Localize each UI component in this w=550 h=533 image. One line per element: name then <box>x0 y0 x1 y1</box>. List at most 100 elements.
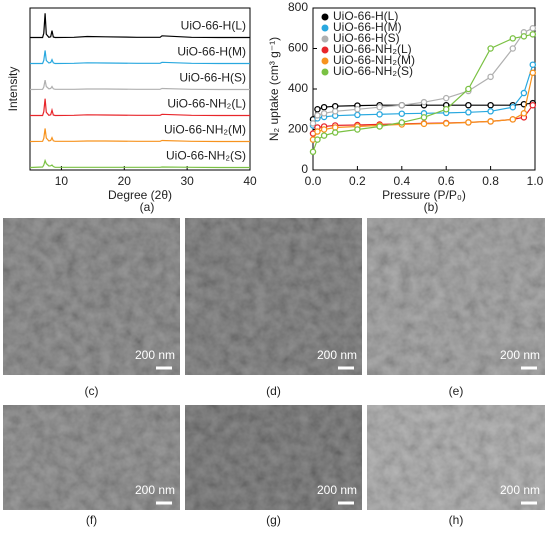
legend-marker <box>321 35 329 43</box>
data-point <box>509 35 517 42</box>
x-tick-label: 0.2 <box>349 174 366 188</box>
data-point <box>529 69 537 77</box>
data-point <box>442 106 450 113</box>
y-axis-label: Intensity <box>6 67 20 112</box>
data-point <box>420 120 428 128</box>
data-point <box>314 112 321 119</box>
series-line <box>30 98 250 117</box>
panel-caption: (d) <box>266 384 281 398</box>
data-point <box>354 111 361 119</box>
data-point <box>376 111 383 118</box>
data-point <box>314 106 321 113</box>
data-point <box>314 136 321 143</box>
x-axis-label: Pressure (P/P₀) <box>382 188 466 202</box>
series-label: UiO-66-NH₂(L) <box>167 96 246 110</box>
series-label: UiO-66-H(S) <box>179 70 246 84</box>
data-point <box>420 98 428 106</box>
series-line <box>30 50 250 65</box>
data-point <box>320 110 328 117</box>
data-point <box>320 132 328 139</box>
x-tick-label: 20 <box>118 174 132 188</box>
data-point <box>529 61 537 68</box>
data-point <box>509 45 517 52</box>
data-point <box>442 120 450 127</box>
data-point <box>354 126 361 133</box>
data-point <box>398 119 406 126</box>
scale-bar-label: 200 nm <box>500 348 540 362</box>
sem-texture <box>3 218 180 375</box>
series-line <box>29 79 250 91</box>
scale-bar-label: 200 nm <box>317 348 357 362</box>
sem-texture <box>185 218 362 375</box>
data-point <box>520 89 528 97</box>
data-point <box>320 126 328 133</box>
data-point <box>420 114 428 121</box>
series-line <box>29 128 250 143</box>
y-axis-label: N₂ uptake (cm³ g⁻¹) <box>267 37 281 141</box>
panel-caption: (h) <box>449 513 464 527</box>
data-point <box>314 128 321 135</box>
data-point <box>529 101 537 109</box>
data-point <box>509 103 517 111</box>
x-tick-label: 0.0 <box>305 174 322 188</box>
data-point <box>331 108 339 115</box>
data-point <box>487 101 494 109</box>
scale-bar-label: 200 nm <box>135 348 175 362</box>
panel-caption: (e) <box>449 384 464 398</box>
x-tick-label: 0.8 <box>482 174 499 188</box>
x-tick-label: 10 <box>55 174 69 188</box>
legend-marker <box>321 24 329 32</box>
x-tick-label: 1.0 <box>527 174 544 188</box>
data-point <box>520 110 528 117</box>
legend-marker <box>321 57 329 65</box>
data-point <box>398 101 406 109</box>
panel-caption: (a) <box>140 200 155 214</box>
data-point <box>309 120 317 127</box>
data-point <box>309 148 317 156</box>
data-point <box>331 129 339 136</box>
legend-marker <box>321 46 329 54</box>
series-label: UiO-66-H(L) <box>181 18 246 32</box>
data-point <box>442 94 450 102</box>
y-tick-label: 0 <box>301 162 308 176</box>
data-point <box>465 85 472 93</box>
x-tick-label: 0.4 <box>393 174 410 188</box>
y-tick-label: 200 <box>288 122 308 136</box>
panel-caption: (c) <box>85 384 99 398</box>
data-point <box>465 119 472 126</box>
data-point <box>487 108 494 115</box>
series-line <box>29 158 250 169</box>
data-point <box>487 73 494 81</box>
legend-label: UiO-66-NH₂(M) <box>333 53 415 67</box>
legend-label: UiO-66-NH₂(L) <box>333 42 412 56</box>
data-point <box>529 31 537 38</box>
data-point <box>354 106 361 113</box>
sem-texture <box>367 218 545 375</box>
data-point <box>465 109 472 116</box>
data-point <box>376 103 383 111</box>
data-point <box>398 110 406 117</box>
sem-texture <box>185 405 362 510</box>
data-point <box>487 118 494 125</box>
scale-bar-label: 200 nm <box>135 483 175 497</box>
panel-caption: (f) <box>86 513 97 527</box>
legend-marker <box>321 68 329 76</box>
x-axis-label: Degree (2θ) <box>108 188 172 202</box>
y-tick-label: 400 <box>288 81 308 95</box>
x-tick-label: 40 <box>243 174 257 188</box>
series-line <box>30 13 250 39</box>
sem-texture <box>367 405 545 510</box>
data-point <box>376 123 383 130</box>
series-label: UiO-66-H(M) <box>177 44 246 58</box>
scale-bar-label: 200 nm <box>500 483 540 497</box>
data-point <box>520 33 528 40</box>
data-point <box>320 103 328 111</box>
legend-label: UiO-66-NH₂(S) <box>333 64 413 78</box>
legend-marker <box>321 13 329 21</box>
panel-caption: (g) <box>266 513 281 527</box>
data-point <box>529 24 537 32</box>
scale-bar-label: 200 nm <box>317 483 357 497</box>
series-label: UiO-66-NH₂(M) <box>164 122 246 136</box>
legend-label: UiO-66-H(S) <box>333 31 400 45</box>
